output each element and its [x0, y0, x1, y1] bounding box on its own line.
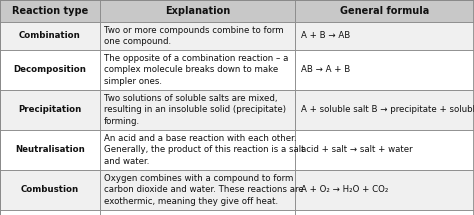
- Bar: [0, 210, 100, 215]
- Text: General formula: General formula: [340, 6, 429, 16]
- Bar: [295, 130, 474, 170]
- Bar: [100, 50, 295, 90]
- Text: Explanation: Explanation: [165, 6, 230, 16]
- Bar: [0, 50, 100, 90]
- Text: Two or more compounds combine to form
one compound.: Two or more compounds combine to form on…: [104, 26, 283, 46]
- Text: A + B → AB: A + B → AB: [301, 32, 350, 40]
- Text: A + soluble salt B → precipitate + soluble salt C: A + soluble salt B → precipitate + solub…: [301, 106, 474, 115]
- Bar: [100, 22, 295, 50]
- Bar: [0, 22, 100, 50]
- Text: Oxygen combines with a compound to form
carbon dioxide and water. These reaction: Oxygen combines with a compound to form …: [104, 174, 304, 206]
- Bar: [0, 170, 100, 210]
- Text: A + O₂ → H₂O + CO₂: A + O₂ → H₂O + CO₂: [301, 186, 388, 195]
- Bar: [295, 210, 474, 215]
- Bar: [100, 130, 295, 170]
- Text: Combustion: Combustion: [21, 186, 79, 195]
- Bar: [295, 50, 474, 90]
- Text: Neutralisation: Neutralisation: [15, 146, 85, 155]
- Text: Reaction type: Reaction type: [12, 6, 88, 16]
- Bar: [295, 90, 474, 130]
- Bar: [100, 210, 295, 215]
- Bar: [0, 130, 100, 170]
- Text: Two solutions of soluble salts are mixed,
resulting in an insoluble solid (preci: Two solutions of soluble salts are mixed…: [104, 94, 286, 126]
- Text: Precipitation: Precipitation: [18, 106, 82, 115]
- Bar: [295, 170, 474, 210]
- Bar: [100, 90, 295, 130]
- Bar: [0, 0, 100, 22]
- Text: The opposite of a combination reaction – a
complex molecule breaks down to make
: The opposite of a combination reaction –…: [104, 54, 288, 86]
- Bar: [295, 0, 474, 22]
- Text: acid + salt → salt + water: acid + salt → salt + water: [301, 146, 413, 155]
- Bar: [100, 0, 295, 22]
- Text: An acid and a base reaction with each other.
Generally, the product of this reac: An acid and a base reaction with each ot…: [104, 134, 304, 166]
- Bar: [100, 170, 295, 210]
- Bar: [0, 90, 100, 130]
- Text: AB → A + B: AB → A + B: [301, 66, 350, 75]
- Bar: [295, 22, 474, 50]
- Text: Combination: Combination: [19, 32, 81, 40]
- Text: Decomposition: Decomposition: [14, 66, 86, 75]
